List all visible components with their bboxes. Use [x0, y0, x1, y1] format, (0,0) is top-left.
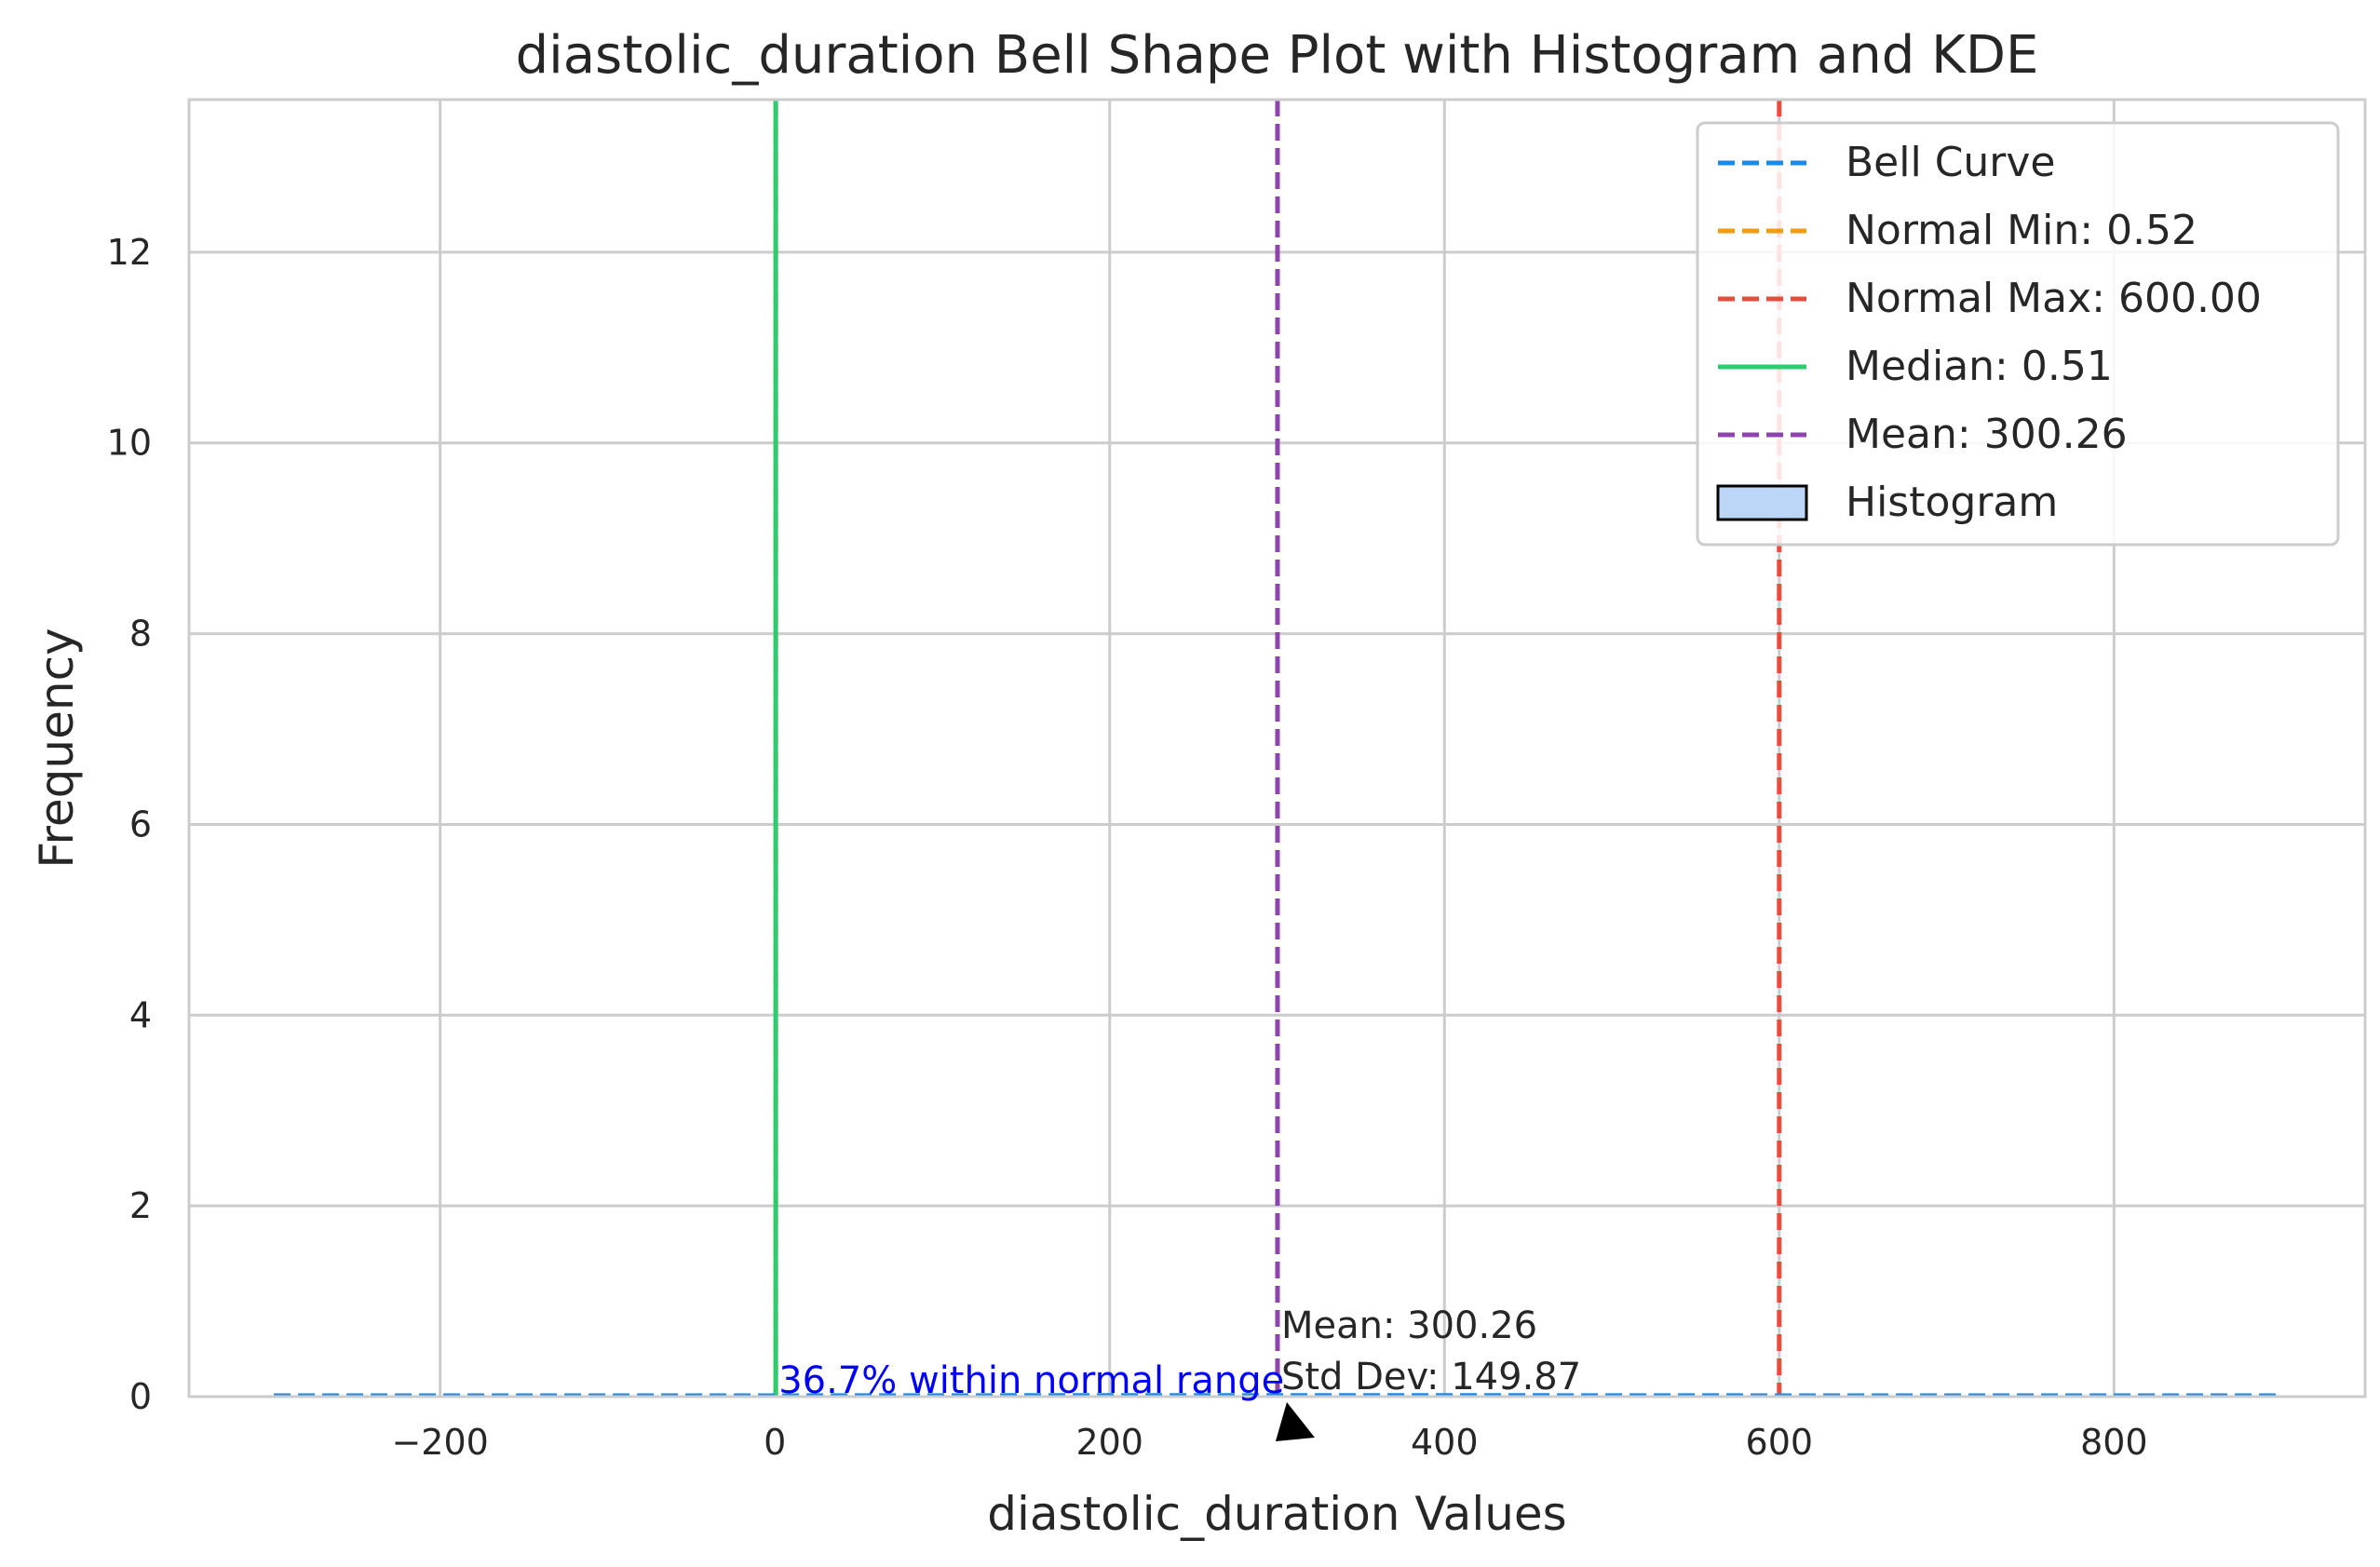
- y-tick-label: 0: [129, 1376, 152, 1417]
- y-tick-label: 6: [129, 804, 152, 844]
- legend-item: Histogram: [1716, 479, 2058, 526]
- legend-label: Mean: 300.26: [1846, 411, 2128, 458]
- reference-lines: [773, 100, 1782, 1397]
- tick-labels: −200 0 200 400 600 800 0 2 4 6 8 10 12: [107, 232, 2148, 1463]
- legend-label: Histogram: [1846, 479, 2058, 526]
- legend-item: Normal Max: 600.00: [1718, 275, 2262, 322]
- stats-annotation-std: Std Dev: 149.87: [1281, 1356, 1581, 1398]
- legend-swatch: [1716, 484, 1808, 521]
- legend-item: Normal Min: 0.52: [1718, 207, 2197, 254]
- x-axis-label: diastolic_duration Values: [987, 1487, 1566, 1541]
- chart-title: diastolic_duration Bell Shape Plot with …: [516, 25, 2039, 86]
- stats-annotation-mean: Mean: 300.26: [1281, 1304, 1537, 1347]
- x-tick-label: 400: [1411, 1422, 1479, 1463]
- y-tick-label: 8: [129, 614, 152, 655]
- x-tick-label: 0: [764, 1422, 786, 1463]
- plot-frame: [187, 98, 2367, 1398]
- y-tick-label: 2: [129, 1185, 152, 1226]
- legend: Bell Curve Normal Min: 0.52 Normal Max: 60…: [1696, 121, 2340, 547]
- x-tick-label: 800: [2080, 1422, 2148, 1463]
- legend-item: Mean: 300.26: [1718, 411, 2128, 458]
- y-tick-label: 12: [107, 232, 152, 273]
- y-tick-label: 10: [107, 423, 152, 464]
- legend-label: Median: 0.51: [1846, 343, 2113, 390]
- legend-label: Normal Min: 0.52: [1846, 207, 2197, 254]
- x-tick-label: 600: [1746, 1422, 1814, 1463]
- legend-label: Bell Curve: [1846, 139, 2056, 186]
- legend-label: Normal Max: 600.00: [1846, 275, 2262, 322]
- legend-item: Median: 0.51: [1718, 343, 2113, 390]
- annotation-arrow: [1275, 1402, 1315, 1441]
- y-axis-label: Frequency: [30, 628, 84, 868]
- within-range-annotation: 36.7% within normal range: [778, 1359, 1284, 1402]
- legend-item: Bell Curve: [1718, 139, 2056, 186]
- annotations: Mean: 300.26 Std Dev: 149.87 36.7% withi…: [778, 1304, 1581, 1441]
- legend-box: [1696, 121, 2340, 547]
- y-tick-label: 4: [129, 994, 152, 1035]
- x-tick-label: 200: [1075, 1422, 1143, 1463]
- x-tick-label: −200: [391, 1422, 488, 1463]
